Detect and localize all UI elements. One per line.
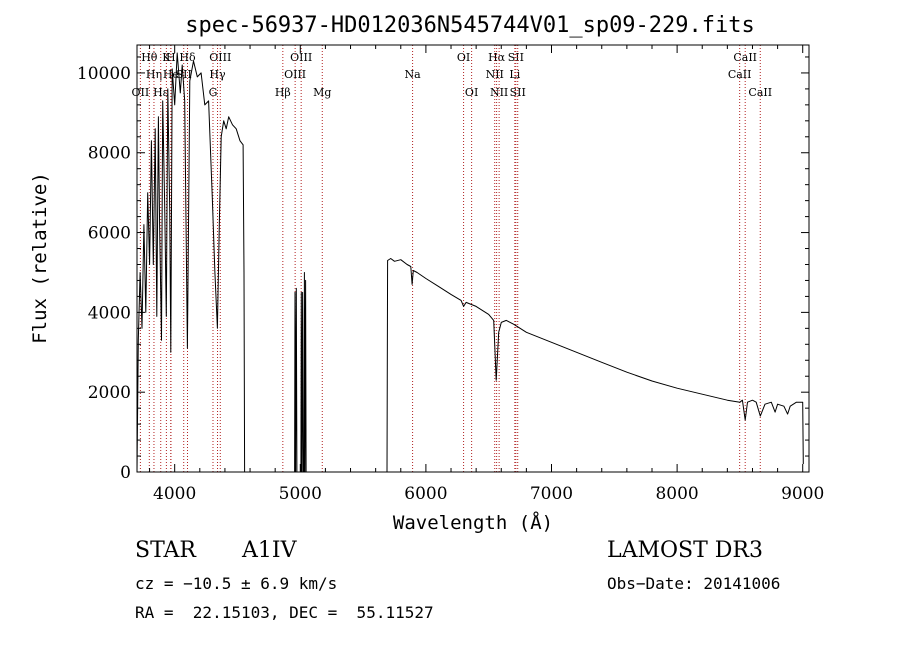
y-tick-label: 6000	[88, 224, 131, 244]
y-axis: 0 2000 4000 6000 8000 10000	[77, 56, 809, 483]
marker-label: SII	[176, 68, 192, 81]
marker-label: CaII	[728, 68, 752, 81]
y-tick-label: 8000	[88, 144, 131, 164]
marker-label: K	[162, 51, 171, 64]
x-tick-label: 6000	[404, 484, 447, 504]
chart-title: spec-56937-HD012036N545744V01_sp09-229.f…	[185, 13, 755, 38]
marker-label: CaII	[748, 86, 772, 99]
marker-label: SII	[510, 86, 526, 99]
object-subclass: A1IV	[242, 538, 297, 563]
marker-label: Na	[404, 68, 421, 81]
marker-label: OIII	[284, 68, 306, 81]
marker-label: Hα	[488, 51, 506, 64]
spectrum-segment	[136, 52, 246, 473]
y-tick-label: 0	[120, 463, 131, 483]
spectrum-segment	[294, 272, 307, 473]
marker-label: Hβ	[275, 86, 291, 99]
marker-label: SII	[508, 51, 524, 64]
survey-label: LAMOST DR3	[607, 538, 763, 563]
marker-label: OI	[465, 86, 478, 99]
marker-label: He	[163, 68, 179, 81]
spectrum-line	[136, 52, 804, 473]
marker-label: Hη	[146, 68, 162, 81]
spectrum-segment	[386, 258, 804, 473]
marker-label: Li	[509, 68, 520, 81]
x-tick-label: 7000	[530, 484, 573, 504]
x-axis: 4000 5000 6000 7000 8000 9000	[149, 45, 824, 504]
plot-frame	[136, 44, 810, 473]
marker-label: OI	[457, 51, 470, 64]
marker-label: NII	[490, 86, 508, 99]
marker-label: G	[209, 86, 218, 99]
marker-label: Hγ	[209, 68, 226, 81]
y-tick-label: 4000	[88, 303, 131, 323]
marker-label: H	[166, 51, 176, 64]
marker-label: NII	[486, 68, 504, 81]
x-tick-label: 8000	[655, 484, 698, 504]
marker-label: Hε	[153, 86, 169, 99]
x-tick-label: 5000	[279, 484, 322, 504]
observation-date: Obs−Date: 20141006	[607, 574, 781, 593]
object-class: STAR	[135, 538, 196, 563]
y-tick-label: 10000	[77, 64, 131, 84]
x-tick-label: 9000	[781, 484, 824, 504]
x-axis-label: Wavelength (Å)	[393, 511, 553, 534]
marker-label: CaII	[733, 51, 757, 64]
redshift-cz: cz = −10.5 ± 6.9 km/s	[135, 574, 338, 593]
marker-label: Hθ	[141, 51, 158, 64]
marker-label: OIII	[209, 51, 231, 64]
marker-label: Mg	[313, 86, 331, 99]
coordinates: RA = 22.15103, DEC = 55.11527	[135, 603, 434, 622]
y-tick-label: 2000	[88, 383, 131, 403]
y-axis-label: Flux (relative)	[29, 172, 51, 344]
marker-label: OIII	[290, 51, 312, 64]
x-tick-label: 4000	[153, 484, 196, 504]
marker-label: OII	[132, 86, 150, 99]
